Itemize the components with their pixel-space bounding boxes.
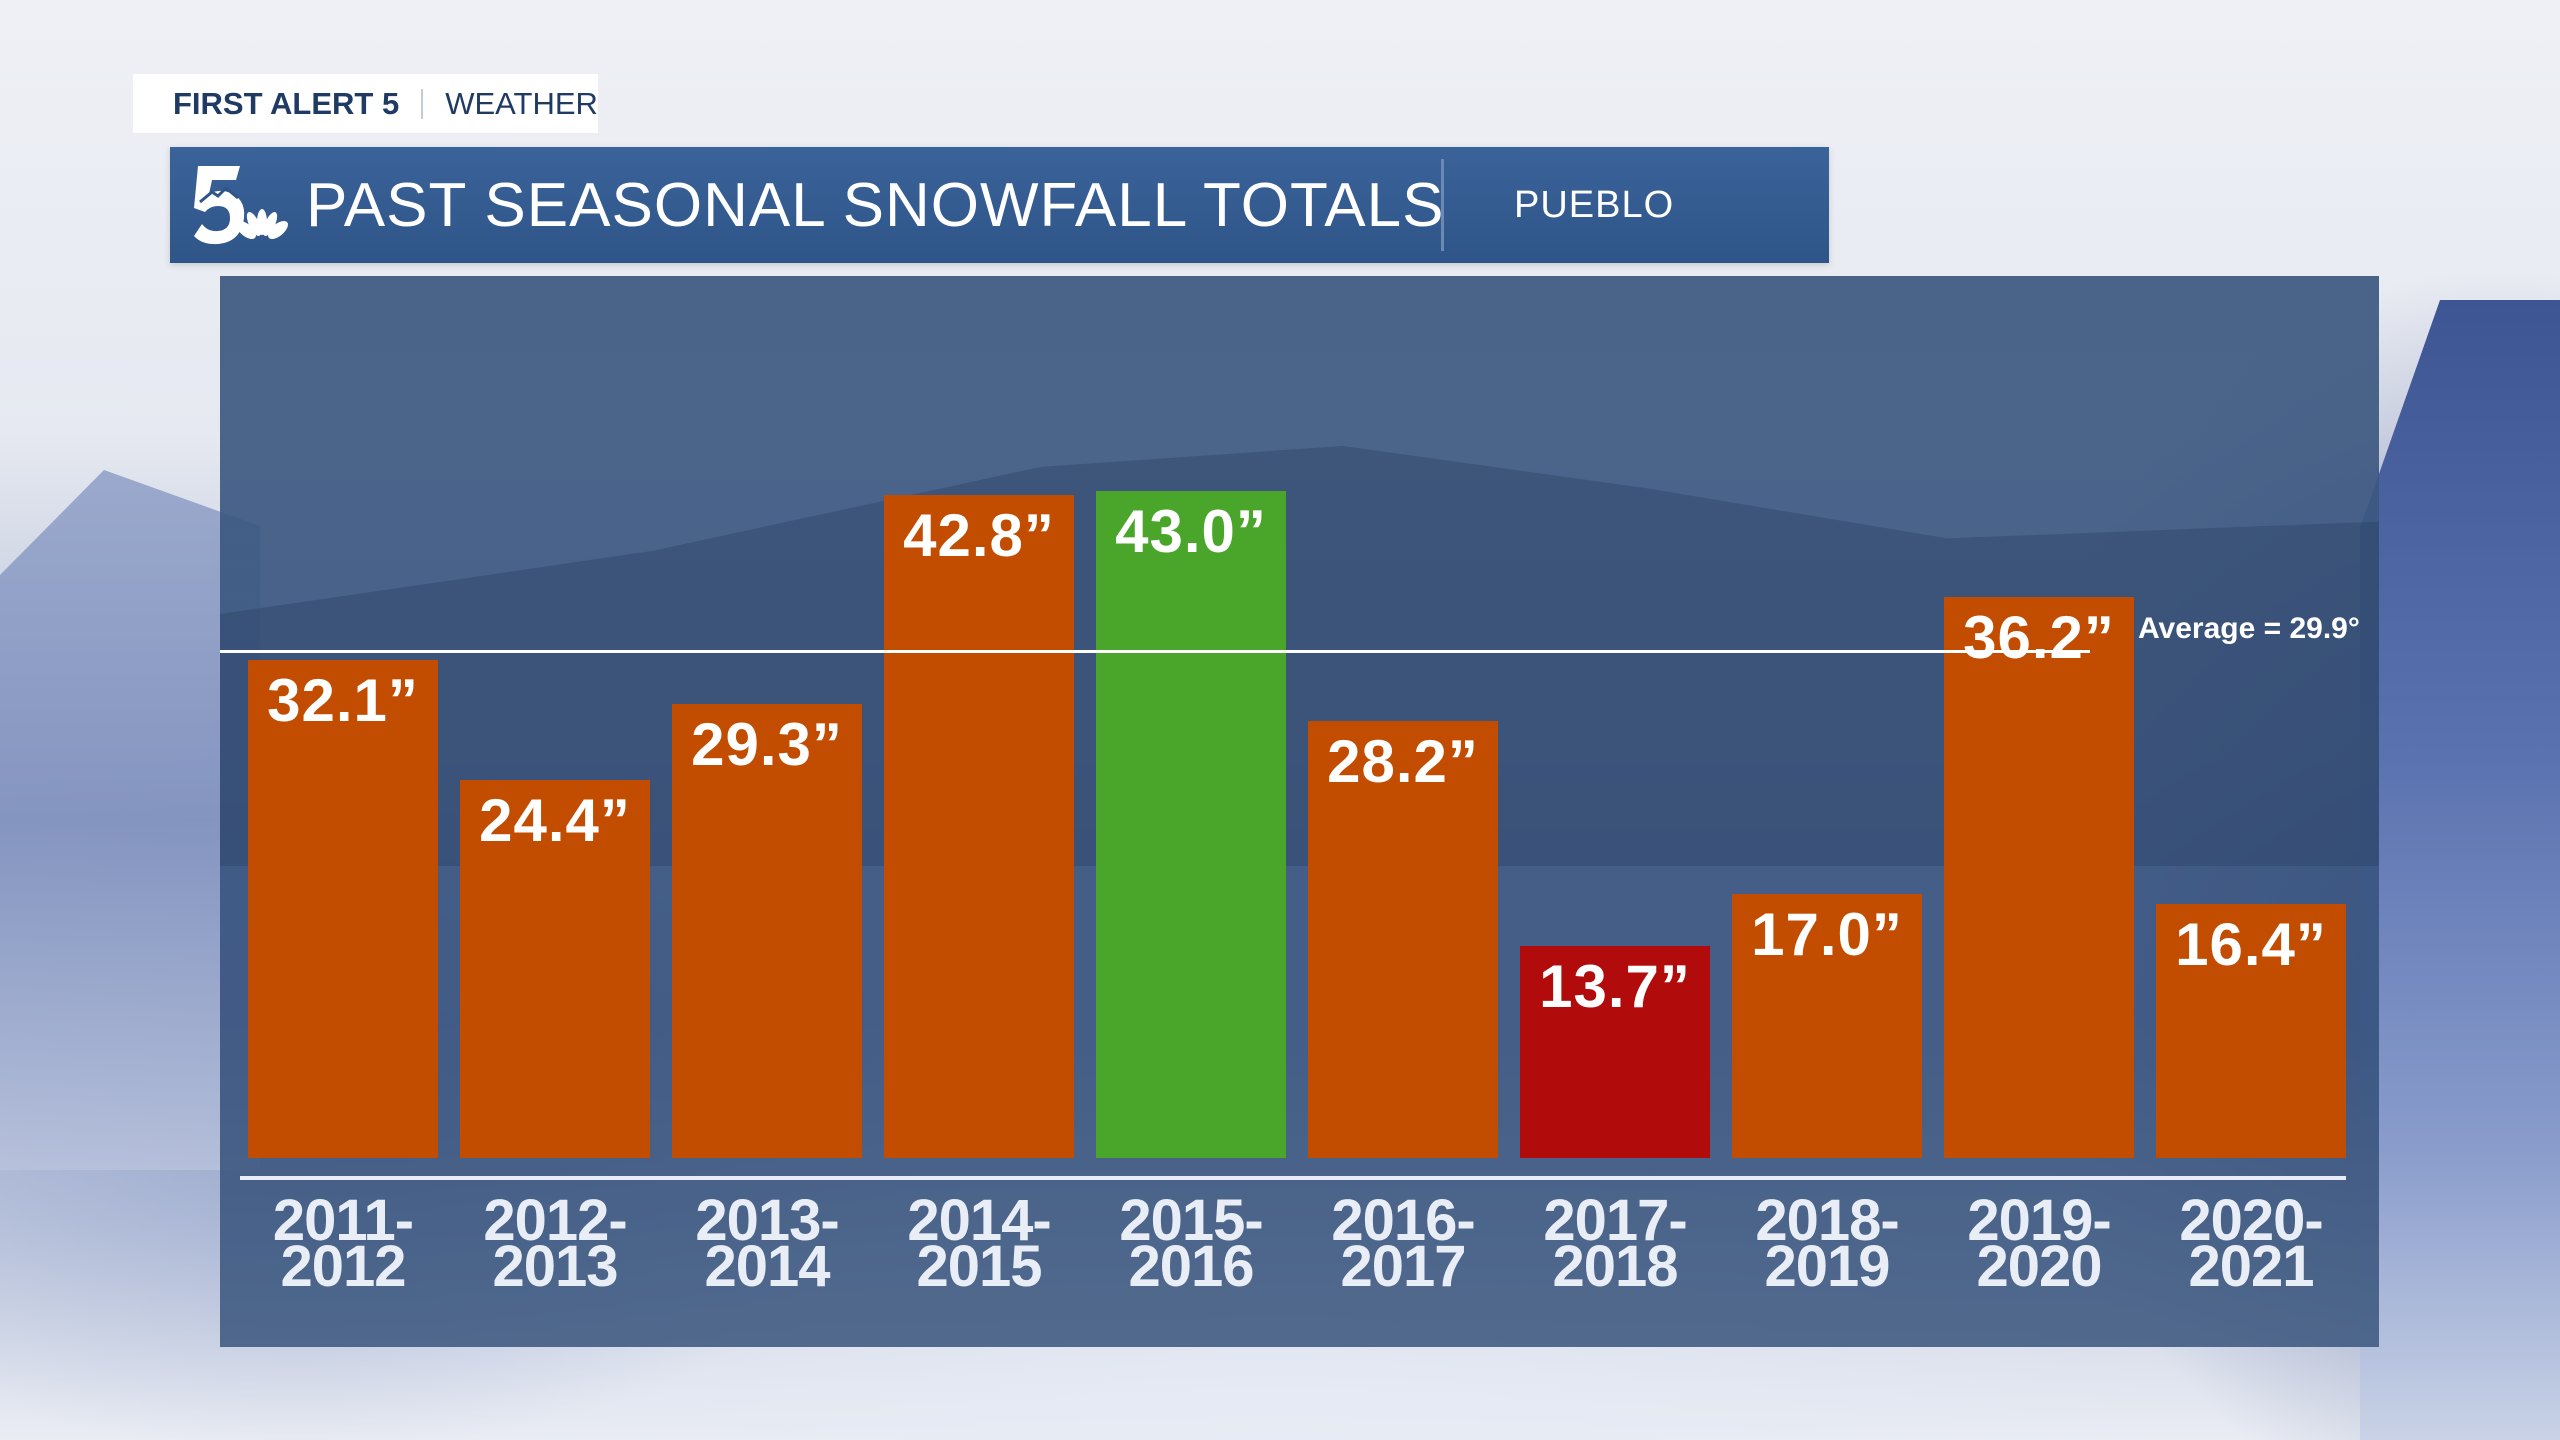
season-start: 2014-: [907, 1188, 1051, 1253]
x-axis-label: 2014- 2015: [873, 1188, 1085, 1299]
season-end: 2015: [916, 1234, 1042, 1299]
bar-value-label: 32.1”: [267, 667, 419, 734]
season-end: 2016: [1128, 1234, 1254, 1299]
tag-divider: [421, 88, 424, 119]
season-start: 2011-: [272, 1188, 414, 1253]
bar-2013-2014: 29.3”: [672, 704, 862, 1158]
season-start: 2012-: [483, 1188, 627, 1253]
x-axis-baseline: [240, 1176, 2346, 1180]
bar-value-label: 17.0”: [1751, 901, 1903, 968]
bar-2017-2018: 13.7”: [1520, 946, 1710, 1158]
season-start: 2016-: [1331, 1188, 1475, 1253]
season-end: 2020: [1976, 1234, 2102, 1299]
bar-value-label: 43.0”: [1115, 498, 1267, 565]
x-axis-label: 2012- 2013: [449, 1188, 661, 1299]
x-axis-label: 2013- 2014: [661, 1188, 873, 1299]
x-axis-label: 2017- 2018: [1509, 1188, 1721, 1299]
season-start: 2018-: [1755, 1188, 1899, 1253]
location-label: PUEBLO: [1514, 183, 1675, 226]
background-mountain: [0, 470, 260, 1170]
tag-primary: FIRST ALERT 5: [173, 85, 400, 121]
season-start: 2015-: [1119, 1188, 1263, 1253]
x-axis-label: 2020- 2021: [2145, 1188, 2357, 1299]
season-start: 2017-: [1543, 1188, 1687, 1253]
season-end: 2014: [704, 1234, 830, 1299]
bar-2020-2021: 16.4”: [2156, 904, 2346, 1158]
x-axis-label: 2019- 2020: [1933, 1188, 2145, 1299]
bar-value-label: 13.7”: [1539, 953, 1691, 1020]
bar-2011-2012: 32.1”: [248, 660, 438, 1158]
title-bar: PAST SEASONAL SNOWFALL TOTALS PUEBLO: [170, 147, 1829, 263]
x-axis-label: 2011- 2012: [237, 1188, 449, 1299]
season-start: 2020-: [2179, 1188, 2323, 1253]
season-start: 2019-: [1967, 1188, 2111, 1253]
average-label: Average = 29.9°: [2138, 612, 2360, 645]
x-axis-label: 2015- 2016: [1085, 1188, 1297, 1299]
x-axis-label: 2016- 2017: [1297, 1188, 1509, 1299]
nbc-5-logo-icon: [188, 162, 288, 248]
bar-value-label: 29.3”: [691, 711, 843, 778]
station-tag: FIRST ALERT 5 WEATHER: [133, 74, 598, 133]
bar-2019-2020: 36.2”: [1944, 597, 2134, 1158]
bar-value-label: 28.2”: [1327, 728, 1479, 795]
season-start: 2013-: [695, 1188, 839, 1253]
average-line: [220, 650, 2090, 653]
bar-value-label: 36.2”: [1963, 604, 2115, 671]
tag-secondary: WEATHER: [445, 85, 598, 121]
bar-value-label: 42.8”: [903, 502, 1055, 569]
chart-panel: 32.1” 24.4” 29.3” 42.8” 43.0” 28.2” 13.7” 17.0”…: [220, 276, 2379, 1347]
season-end: 2019: [1764, 1234, 1890, 1299]
bar-2012-2013: 24.4”: [460, 780, 650, 1158]
bar-2016-2017: 28.2”: [1308, 721, 1498, 1158]
bar-value-label: 24.4”: [479, 787, 631, 854]
season-end: 2012: [280, 1234, 406, 1299]
season-end: 2017: [1340, 1234, 1466, 1299]
season-end: 2013: [492, 1234, 618, 1299]
bar-value-label: 16.4”: [2175, 911, 2327, 978]
bar-2014-2015: 42.8”: [884, 495, 1074, 1158]
x-axis-label: 2018- 2019: [1721, 1188, 1933, 1299]
chart-title: PAST SEASONAL SNOWFALL TOTALS: [306, 170, 1445, 240]
bar-2015-2016: 43.0”: [1096, 491, 1286, 1158]
bar-2018-2019: 17.0”: [1732, 894, 1922, 1158]
season-end: 2018: [1552, 1234, 1678, 1299]
background-snowy-trees: [2360, 300, 2560, 1440]
header-divider: [1441, 159, 1444, 251]
season-end: 2021: [2188, 1234, 2314, 1299]
